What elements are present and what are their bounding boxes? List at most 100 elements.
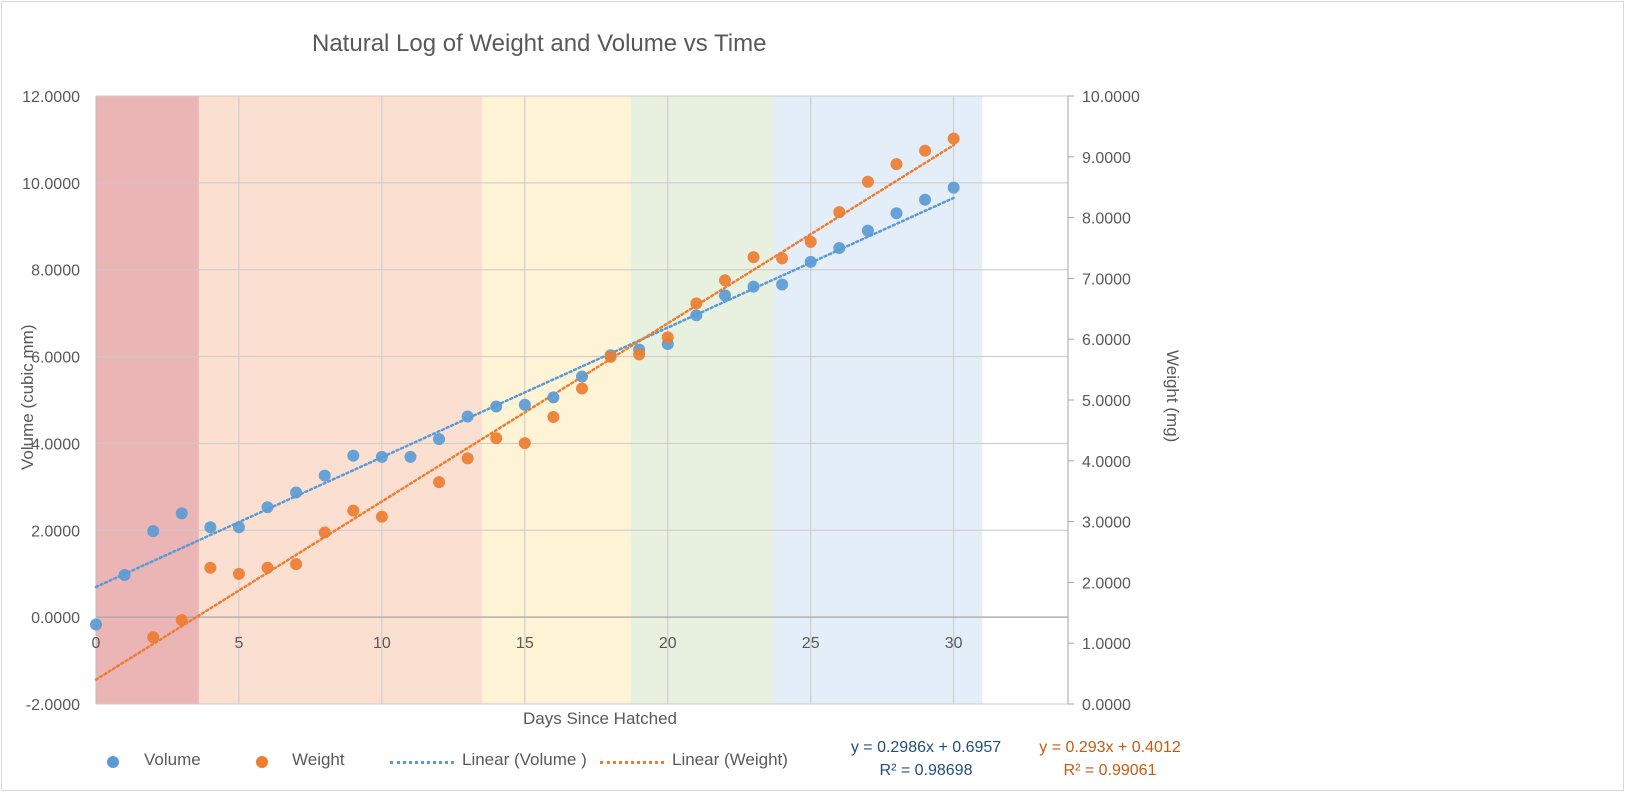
band-3 bbox=[630, 96, 774, 704]
point-weight-7 bbox=[347, 504, 360, 517]
point-weight-10 bbox=[461, 452, 474, 465]
y-tick-label-0: -2.0000 bbox=[26, 697, 80, 714]
point-volume-8 bbox=[318, 469, 331, 482]
series-volume bbox=[90, 181, 960, 631]
x-tick-label-1: 5 bbox=[234, 635, 243, 652]
y2-tick-label-10: 10.0000 bbox=[1082, 89, 1140, 106]
point-weight-12 bbox=[518, 437, 531, 450]
point-volume-7 bbox=[290, 486, 303, 499]
data-points bbox=[90, 132, 960, 644]
point-weight-25 bbox=[890, 158, 903, 171]
x-tick-label-4: 20 bbox=[659, 635, 677, 652]
y-axis-title: Volume (cubic mm) bbox=[18, 324, 37, 470]
point-weight-26 bbox=[919, 144, 932, 157]
y2-tick-label-6: 6.0000 bbox=[1082, 332, 1131, 349]
point-weight-20 bbox=[747, 251, 760, 264]
point-volume-13 bbox=[461, 410, 474, 423]
point-volume-2 bbox=[147, 525, 160, 538]
y-tick-label-7: 12.0000 bbox=[22, 89, 80, 106]
chart-title: Natural Log of Weight and Volume vs Time bbox=[312, 30, 767, 57]
x-tick-label-6: 30 bbox=[945, 635, 963, 652]
point-weight-5 bbox=[290, 558, 303, 571]
point-weight-16 bbox=[633, 348, 646, 361]
y2-tick-label-4: 4.0000 bbox=[1082, 454, 1131, 471]
point-volume-25 bbox=[804, 255, 817, 268]
legend-label-volume: Volume bbox=[144, 750, 201, 769]
legend-label-linear-volume: Linear (Volume ) bbox=[462, 750, 587, 769]
trendline-1 bbox=[94, 143, 955, 681]
point-volume-4 bbox=[204, 521, 217, 534]
legend-marker-volume bbox=[107, 756, 119, 768]
y-tick-label-4: 6.0000 bbox=[31, 350, 80, 367]
point-volume-5 bbox=[232, 521, 245, 534]
point-weight-19 bbox=[718, 274, 731, 287]
point-volume-23 bbox=[747, 280, 760, 293]
point-volume-27 bbox=[861, 224, 874, 237]
axes: -2.0000 0.0000 2.0000 4.0000 6.0000 8.0000 10.… bbox=[22, 89, 1140, 714]
y2-tick-label-2: 2.0000 bbox=[1082, 575, 1131, 592]
y-tick-label-3: 4.0000 bbox=[31, 436, 80, 453]
y2-tick-label-8: 8.0000 bbox=[1082, 211, 1131, 228]
y-tick-label-6: 10.0000 bbox=[22, 176, 80, 193]
legend-marker-linear-weight bbox=[600, 761, 664, 764]
x-tick-label-0: 0 bbox=[92, 635, 101, 652]
point-volume-22 bbox=[718, 289, 731, 302]
legend-label-linear-weight: Linear (Weight) bbox=[672, 750, 788, 769]
legend-marker-weight bbox=[256, 756, 268, 768]
point-weight-15 bbox=[604, 350, 617, 363]
point-volume-3 bbox=[175, 507, 188, 520]
point-weight-13 bbox=[547, 411, 560, 424]
y-tick-label-2: 2.0000 bbox=[31, 523, 80, 540]
point-weight-24 bbox=[861, 175, 874, 188]
point-weight-1 bbox=[175, 614, 188, 627]
legend-marker-linear-volume bbox=[390, 761, 454, 764]
x-tick-label-2: 10 bbox=[373, 635, 391, 652]
y-tick-label-1: 0.0000 bbox=[31, 610, 80, 627]
volume-trend-equation: y = 0.2986x + 0.6957 R² = 0.98698 bbox=[826, 736, 1026, 782]
x-tick-label-3: 15 bbox=[516, 635, 534, 652]
point-volume-17 bbox=[576, 370, 588, 383]
y2-tick-label-9: 9.0000 bbox=[1082, 150, 1131, 167]
point-volume-21 bbox=[690, 309, 703, 322]
point-weight-2 bbox=[204, 561, 217, 574]
y2-tick-label-7: 7.0000 bbox=[1082, 271, 1131, 288]
point-weight-21 bbox=[776, 252, 789, 265]
point-volume-6 bbox=[261, 501, 274, 514]
point-weight-0 bbox=[147, 631, 160, 644]
x-axis-title: Days Since Hatched bbox=[522, 709, 678, 728]
point-volume-10 bbox=[375, 450, 388, 463]
point-volume-11 bbox=[404, 450, 417, 463]
point-volume-16 bbox=[547, 391, 560, 404]
point-weight-6 bbox=[318, 526, 331, 539]
point-weight-17 bbox=[661, 331, 674, 344]
background-bands bbox=[96, 96, 983, 704]
weight-r-squared: R² = 0.99061 bbox=[1063, 762, 1157, 779]
point-weight-9 bbox=[433, 476, 446, 489]
point-volume-14 bbox=[490, 400, 503, 413]
point-weight-27 bbox=[947, 132, 960, 145]
point-weight-3 bbox=[232, 567, 245, 580]
point-volume-24 bbox=[776, 278, 789, 291]
point-weight-11 bbox=[490, 432, 503, 445]
y2-tick-label-3: 3.0000 bbox=[1082, 515, 1131, 532]
point-volume-28 bbox=[890, 207, 903, 220]
band-1 bbox=[198, 96, 482, 704]
point-volume-26 bbox=[833, 242, 846, 254]
point-weight-14 bbox=[576, 382, 588, 395]
series-weight bbox=[147, 132, 960, 644]
band-0 bbox=[96, 96, 199, 704]
band-4 bbox=[773, 96, 983, 704]
point-weight-18 bbox=[690, 297, 703, 310]
y2-tick-label-0: 0.0000 bbox=[1082, 697, 1131, 714]
volume-r-squared: R² = 0.98698 bbox=[879, 762, 973, 779]
y-tick-label-5: 8.0000 bbox=[31, 263, 80, 280]
point-volume-15 bbox=[518, 398, 531, 411]
y2-tick-label-5: 5.0000 bbox=[1082, 393, 1131, 410]
weight-equation-text: y = 0.293x + 0.4012 bbox=[1039, 739, 1181, 756]
point-volume-12 bbox=[433, 433, 446, 446]
point-weight-22 bbox=[804, 235, 817, 248]
point-volume-9 bbox=[347, 449, 360, 462]
weight-trend-equation: y = 0.293x + 0.4012 R² = 0.99061 bbox=[1020, 736, 1200, 782]
